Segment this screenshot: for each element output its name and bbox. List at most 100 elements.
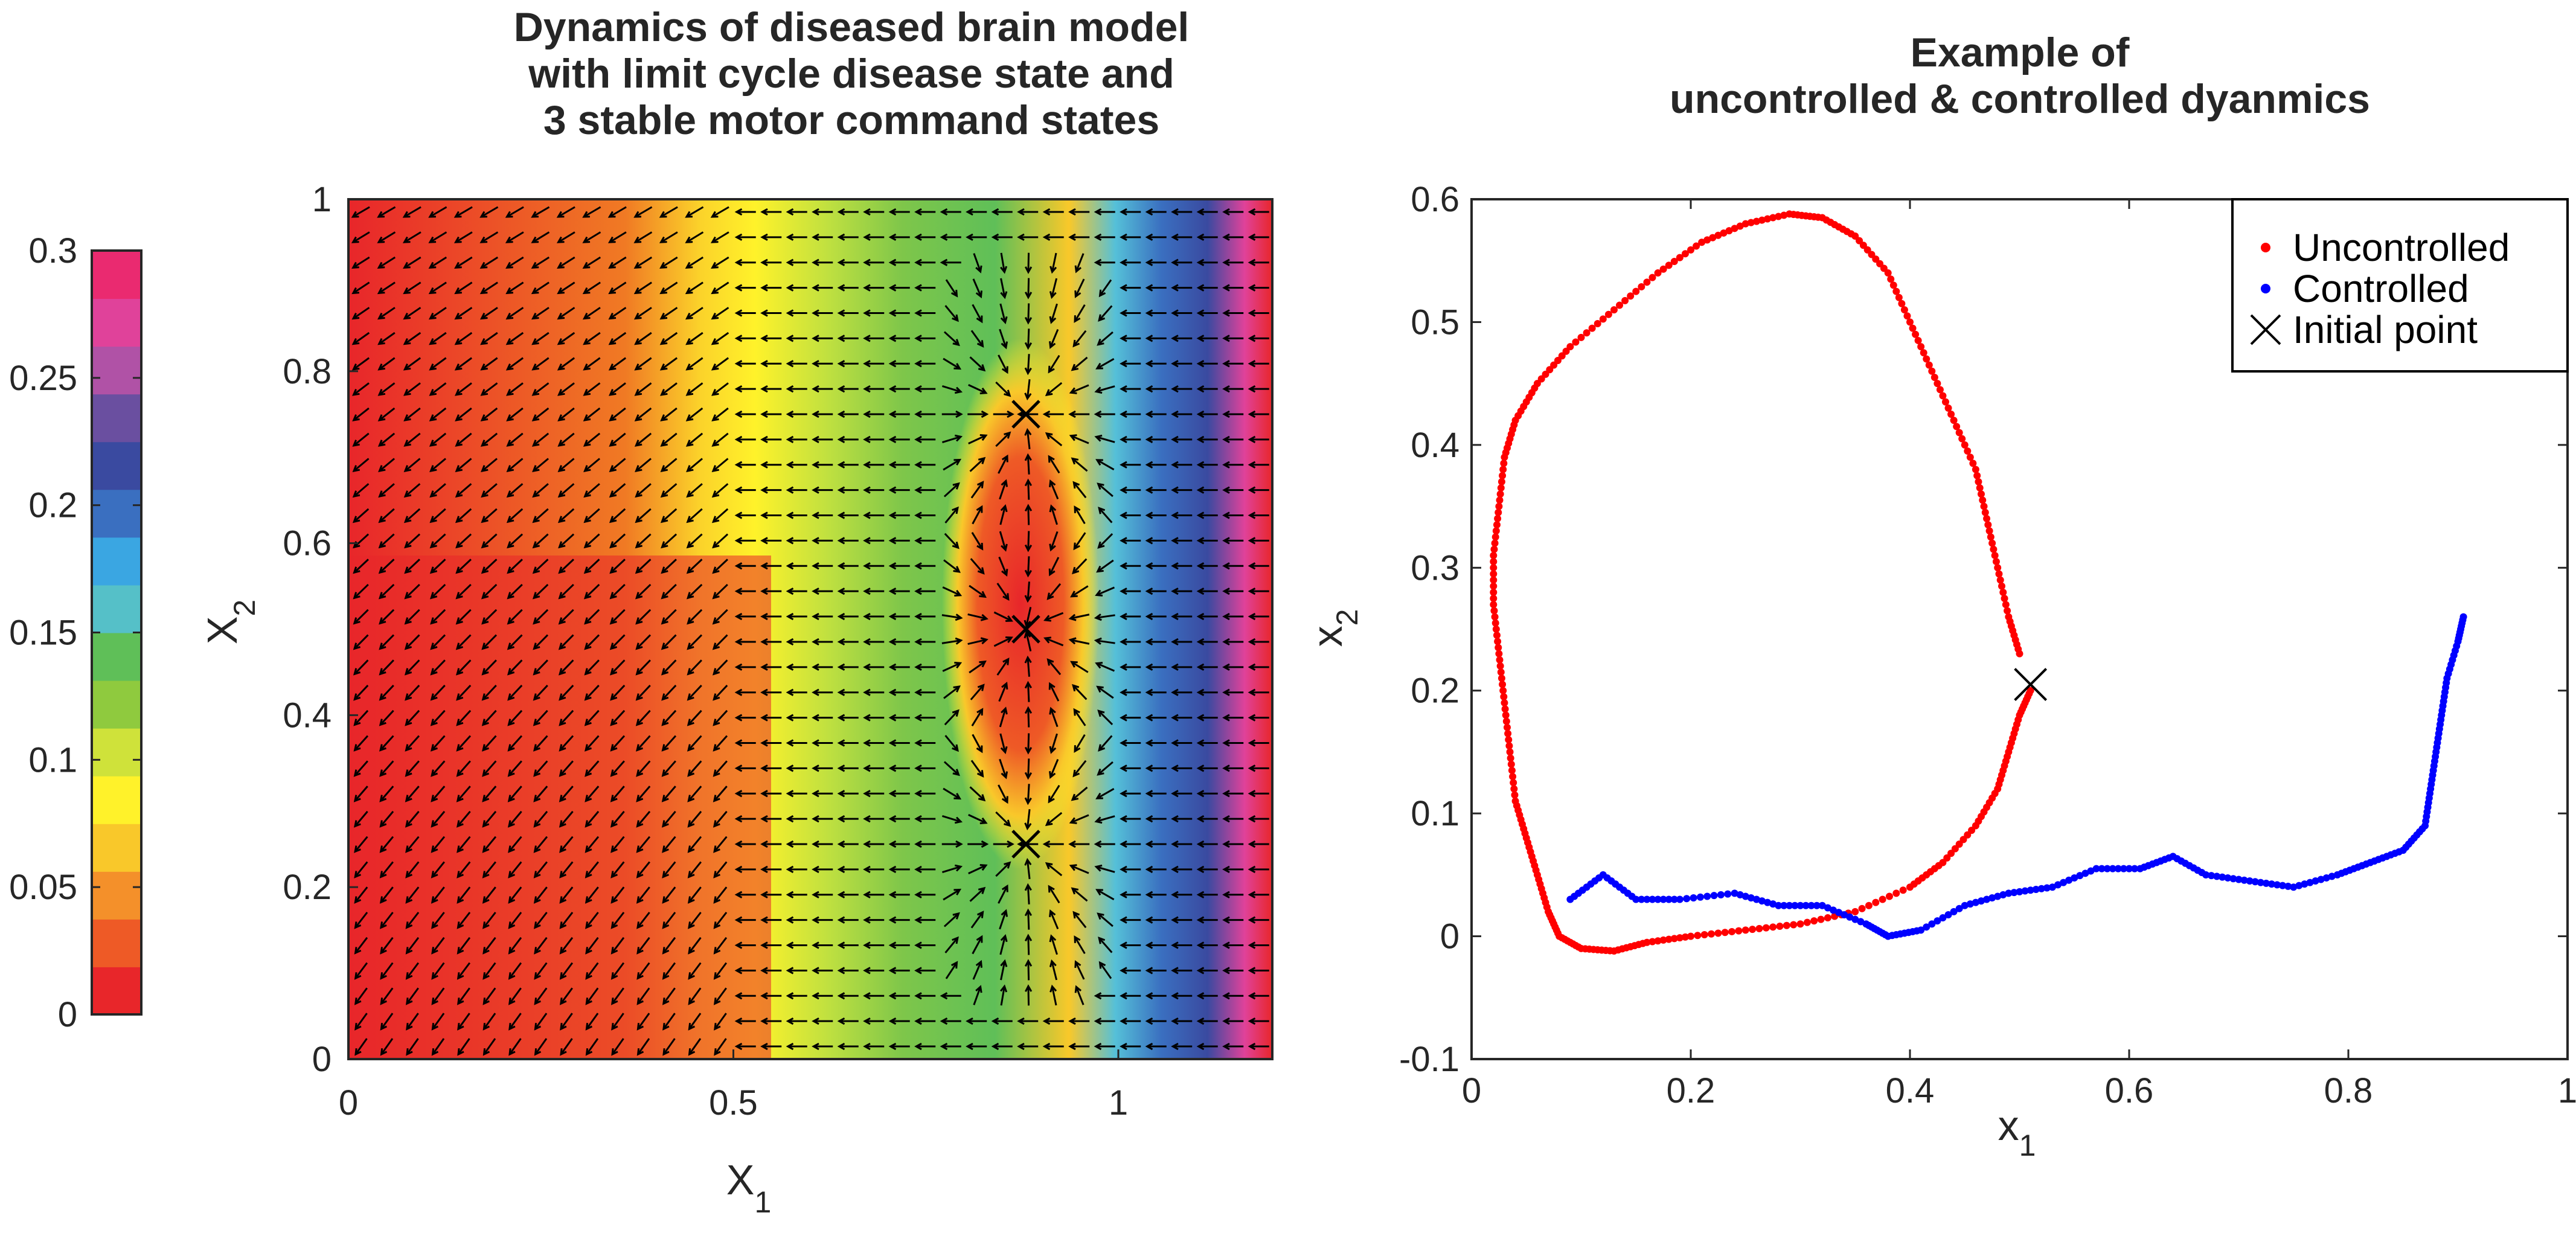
vector-arrow — [734, 865, 756, 873]
vector-arrow — [760, 891, 782, 898]
vector-arrow — [1248, 865, 1269, 873]
vector-arrow — [786, 360, 807, 368]
vector-arrow — [943, 357, 962, 370]
vector-arrow — [507, 609, 523, 625]
vector-arrow — [713, 912, 728, 929]
data-point — [1490, 558, 1498, 566]
vector-arrow — [914, 916, 936, 924]
vector-arrow — [1171, 511, 1193, 519]
data-point — [1687, 932, 1694, 940]
colorbar-tick-label: 0.05 — [9, 868, 77, 907]
vector-arrow — [1074, 960, 1085, 980]
vector-arrow — [914, 941, 936, 949]
vector-arrow — [455, 609, 472, 625]
vector-arrow — [688, 937, 702, 955]
vector-arrow — [1095, 358, 1115, 370]
vector-arrow — [506, 382, 524, 396]
vector-arrow — [999, 479, 1008, 500]
data-point — [1988, 894, 1996, 901]
vector-arrow — [1222, 688, 1244, 696]
vector-arrow — [534, 1038, 548, 1056]
data-point — [1627, 292, 1635, 300]
vector-arrow — [585, 937, 599, 955]
vector-arrow — [1049, 706, 1059, 728]
vector-arrow — [760, 790, 782, 798]
vector-arrow — [482, 937, 496, 955]
vector-arrow — [1095, 889, 1115, 900]
vector-arrow — [1042, 840, 1064, 848]
vector-arrow — [1196, 916, 1218, 924]
vector-arrow — [688, 1038, 702, 1056]
vector-arrow — [1120, 764, 1141, 772]
data-point — [1714, 231, 1722, 239]
vector-arrow — [1024, 809, 1032, 831]
vector-arrow — [760, 916, 782, 924]
vector-arrow — [405, 685, 420, 701]
vector-arrow — [353, 685, 369, 701]
vector-arrow — [351, 231, 370, 243]
vector-arrow — [1120, 435, 1141, 443]
vector-arrow — [636, 1038, 650, 1056]
data-point — [1490, 545, 1498, 553]
vector-arrow — [786, 410, 807, 418]
vector-arrow — [1248, 638, 1269, 646]
data-point — [1964, 447, 1972, 455]
vector-arrow — [1196, 208, 1218, 216]
vector-arrow — [636, 987, 650, 1005]
vector-arrow — [1171, 941, 1193, 949]
vector-arrow — [1024, 531, 1033, 552]
vector-arrow — [760, 941, 782, 949]
vector-arrow — [914, 967, 936, 975]
left-title-line: 3 stable motor command states — [543, 97, 1159, 143]
data-point — [2312, 877, 2319, 885]
vector-arrow — [1196, 410, 1218, 418]
vector-arrow — [1145, 663, 1167, 671]
vector-arrow — [403, 256, 421, 269]
vector-arrow — [431, 786, 446, 802]
vector-arrow — [1024, 857, 1032, 879]
vector-arrow — [1222, 663, 1244, 671]
vector-arrow — [1024, 427, 1032, 449]
vector-arrow — [888, 967, 910, 975]
vector-arrow — [812, 435, 833, 443]
data-point — [1693, 242, 1700, 250]
vector-arrow — [534, 962, 548, 980]
vector-arrow — [661, 634, 677, 650]
vector-arrow — [1097, 533, 1113, 549]
data-point — [1736, 891, 1744, 898]
vector-arrow — [1145, 360, 1167, 368]
vector-arrow — [661, 709, 677, 726]
data-point — [1621, 296, 1629, 304]
vector-arrow — [507, 634, 523, 650]
vector-arrow — [1222, 967, 1244, 975]
vector-arrow — [1196, 1042, 1218, 1051]
vector-arrow — [837, 941, 859, 949]
vector-arrow — [661, 760, 676, 777]
vector-arrow — [944, 305, 959, 322]
vector-arrow — [734, 435, 756, 443]
data-point — [1731, 225, 1738, 232]
data-point — [1775, 213, 1783, 220]
vector-arrow — [812, 360, 833, 368]
vector-arrow — [633, 206, 653, 218]
vector-arrow — [1068, 208, 1090, 216]
vector-arrow — [711, 281, 729, 295]
vector-arrow — [812, 739, 833, 747]
data-point — [1818, 901, 1826, 909]
vector-arrow — [940, 233, 961, 241]
vector-arrow — [1024, 908, 1033, 930]
vector-arrow — [1196, 941, 1218, 949]
vector-arrow — [1248, 790, 1269, 798]
vector-arrow — [999, 504, 1008, 525]
vector-arrow — [532, 483, 549, 498]
vector-arrow — [888, 410, 910, 418]
vector-arrow — [1171, 309, 1193, 317]
vector-arrow — [812, 233, 833, 241]
vector-arrow — [457, 1013, 470, 1031]
vector-arrow — [354, 912, 368, 929]
vector-arrow — [837, 233, 859, 241]
data-point — [1632, 895, 1640, 903]
vector-arrow — [991, 1042, 1013, 1051]
vector-arrow — [1024, 556, 1032, 578]
